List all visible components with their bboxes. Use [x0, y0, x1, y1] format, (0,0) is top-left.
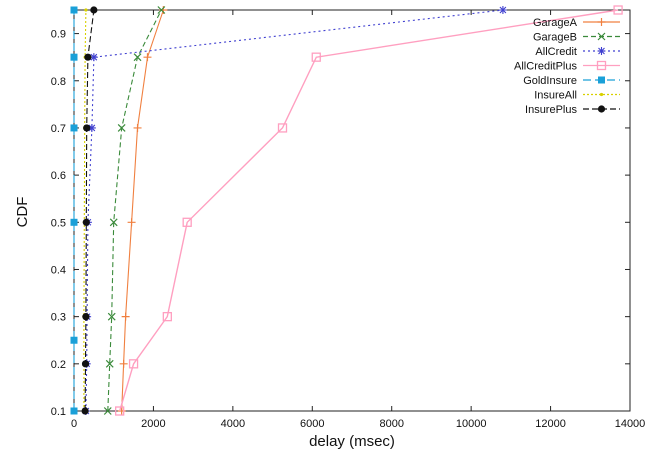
- legend-label-AllCreditPlus: AllCreditPlus: [514, 61, 577, 73]
- data-point-GoldInsure: [70, 6, 78, 14]
- x-tick-label: 0: [71, 418, 77, 430]
- data-point-GarageA: [119, 359, 128, 368]
- series-GoldInsure: [70, 6, 78, 415]
- data-point-AllCreditPlus: [162, 311, 172, 322]
- data-point-AllCreditPlus: [182, 217, 192, 227]
- y-tick-label: 0.4: [51, 264, 66, 276]
- data-point-InsurePlus: [82, 218, 90, 226]
- data-point-GarageB: [157, 6, 166, 14]
- data-point-GarageB: [117, 124, 126, 132]
- series-line-GarageB: [107, 9, 162, 412]
- data-point-AllCreditPlus: [128, 359, 139, 369]
- data-point-GarageB: [105, 359, 114, 368]
- data-point-GoldInsure: [70, 407, 78, 415]
- data-point-AllCredit: [89, 53, 98, 62]
- data-point-AllCreditPlus: [277, 123, 288, 133]
- data-point-GarageA: [121, 312, 130, 321]
- data-point-GarageA: [117, 407, 126, 415]
- y-axis-ticks: 0.1 0.2 0.3 0.4 0.5 0.6 0.7 0.8 0.9: [51, 29, 630, 418]
- series-GarageB: [103, 6, 166, 415]
- data-point-GoldInsure: [70, 124, 78, 132]
- data-point-GarageB: [109, 218, 118, 227]
- y-tick-label: 0.9: [51, 29, 66, 41]
- legend-label-InsurePlus: InsurePlus: [525, 104, 577, 116]
- data-point-GoldInsure: [70, 336, 78, 344]
- x-tick-label: 12000: [535, 418, 566, 430]
- x-tick-label: 2000: [141, 418, 165, 430]
- legend-marker-GarageA: [597, 18, 606, 26]
- data-point-InsurePlus: [83, 124, 91, 132]
- data-point-InsurePlus: [84, 53, 92, 61]
- y-tick-label: 0.2: [51, 359, 66, 371]
- data-point-GarageB: [133, 53, 142, 62]
- y-tick-label: 0.8: [51, 76, 66, 88]
- series-line-AllCreditPlus: [119, 9, 619, 412]
- legend-marker-InsureAll: [599, 92, 604, 97]
- data-point-GarageA: [133, 123, 142, 132]
- data-point-GarageB: [107, 312, 116, 321]
- legend-marker-GoldInsure: [598, 76, 605, 84]
- x-tick-label: 8000: [379, 418, 403, 430]
- series-line-AllCredit: [85, 9, 503, 412]
- legend-marker-InsurePlus: [597, 105, 606, 113]
- legend-label-GoldInsure: GoldInsure: [523, 75, 577, 87]
- data-point-GarageB: [103, 407, 112, 415]
- x-tick-label: 14000: [615, 418, 646, 430]
- x-tick-label: 10000: [456, 418, 487, 430]
- series-GarageA: [117, 6, 168, 415]
- series-AllCreditPlus: [115, 5, 623, 416]
- series-layer: [70, 5, 623, 416]
- legend-label-GarageA: GarageA: [533, 17, 578, 29]
- x-axis-label: delay (msec): [309, 433, 395, 450]
- data-point-InsurePlus: [81, 360, 90, 368]
- legend-marker-AllCreditPlus: [596, 60, 607, 71]
- legend-marker-GarageB: [597, 32, 606, 41]
- series-line-InsureAll: [83, 9, 87, 411]
- data-point-InsurePlus: [81, 407, 89, 415]
- data-point-AllCreditPlus: [115, 406, 125, 416]
- y-tick-label: 0.5: [51, 217, 66, 229]
- legend-label-AllCredit: AllCredit: [535, 46, 577, 58]
- data-point-AllCredit: [498, 6, 507, 14]
- data-point-GarageA: [143, 53, 152, 62]
- y-tick-label: 0.7: [51, 123, 66, 135]
- legend-label-GarageB: GarageB: [533, 32, 577, 44]
- legend-label-InsureAll: InsureAll: [534, 90, 577, 102]
- data-point-InsurePlus: [82, 313, 90, 321]
- data-point-GoldInsure: [70, 218, 78, 226]
- legend-marker-AllCredit: [597, 47, 606, 55]
- series-InsurePlus: [81, 6, 98, 415]
- data-point-AllCreditPlus: [613, 5, 623, 15]
- x-tick-label: 4000: [221, 418, 245, 430]
- data-point-GarageA: [127, 218, 136, 227]
- x-axis-ticks: 0 2000 4000 6000 8000 10000 12000 14000: [71, 10, 645, 430]
- data-point-InsureAll: [84, 8, 88, 12]
- y-tick-label: 0.6: [51, 170, 66, 182]
- data-point-GoldInsure: [70, 53, 78, 61]
- x-tick-label: 6000: [300, 418, 324, 430]
- data-point-InsurePlus: [90, 6, 98, 14]
- y-axis-label: CDF: [14, 197, 31, 228]
- plot-frame: [73, 9, 631, 412]
- data-point-AllCredit: [87, 123, 96, 132]
- legend: GarageA GarageB AllCredit AllCreditPlus Gold…: [514, 17, 620, 116]
- y-tick-label: 0.1: [51, 406, 66, 418]
- y-tick-label: 0.3: [51, 312, 66, 324]
- data-point-AllCreditPlus: [311, 52, 321, 62]
